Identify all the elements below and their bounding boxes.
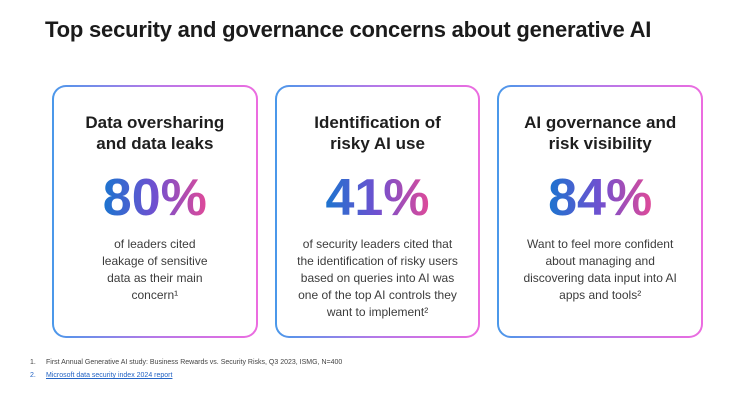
footnote-item: 2. Microsoft data security index 2024 re… (30, 371, 342, 380)
stat-card-data-oversharing: Data oversharing and data leaks 80% of l… (52, 85, 258, 338)
footnote-item: 1. First Annual Generative AI study: Bus… (30, 358, 342, 367)
card-description: Want to feel more confident about managi… (523, 237, 677, 302)
card-heading: AI governance and risk visibility (524, 113, 677, 154)
stat-card-ai-governance: AI governance and risk visibility 84% Wa… (497, 85, 704, 338)
stat-value: 80% (102, 169, 207, 228)
card-description: of security leaders cited that the ident… (297, 237, 458, 319)
card-heading: Identification of risky AI use (314, 113, 441, 154)
footnote-number: 1. (30, 359, 36, 366)
card-heading: Data oversharing and data leaks (85, 113, 225, 154)
footnotes: 1. First Annual Generative AI study: Bus… (30, 358, 342, 384)
footnote-text: First Annual Generative AI study: Busine… (46, 359, 343, 366)
stat-card-inner: Data oversharing and data leaks 80% of l… (54, 87, 256, 336)
page-title: Top security and governance concerns abo… (45, 17, 652, 42)
stat-card-inner: Identification of risky AI use 41% of se… (276, 87, 479, 336)
stat-card-risky-ai-use: Identification of risky AI use 41% of se… (274, 85, 481, 338)
footnote-number: 2. (30, 372, 36, 380)
stat-value: 84% (548, 169, 653, 228)
stat-value: 41% (325, 169, 430, 228)
stat-card-inner: AI governance and risk visibility 84% Wa… (499, 87, 702, 336)
footnote-link[interactable]: Microsoft data security index 2024 repor… (46, 372, 173, 380)
stat-cards-row: Data oversharing and data leaks 80% of l… (52, 85, 704, 338)
card-description: of leaders cited leakage of sensitive da… (102, 237, 208, 302)
